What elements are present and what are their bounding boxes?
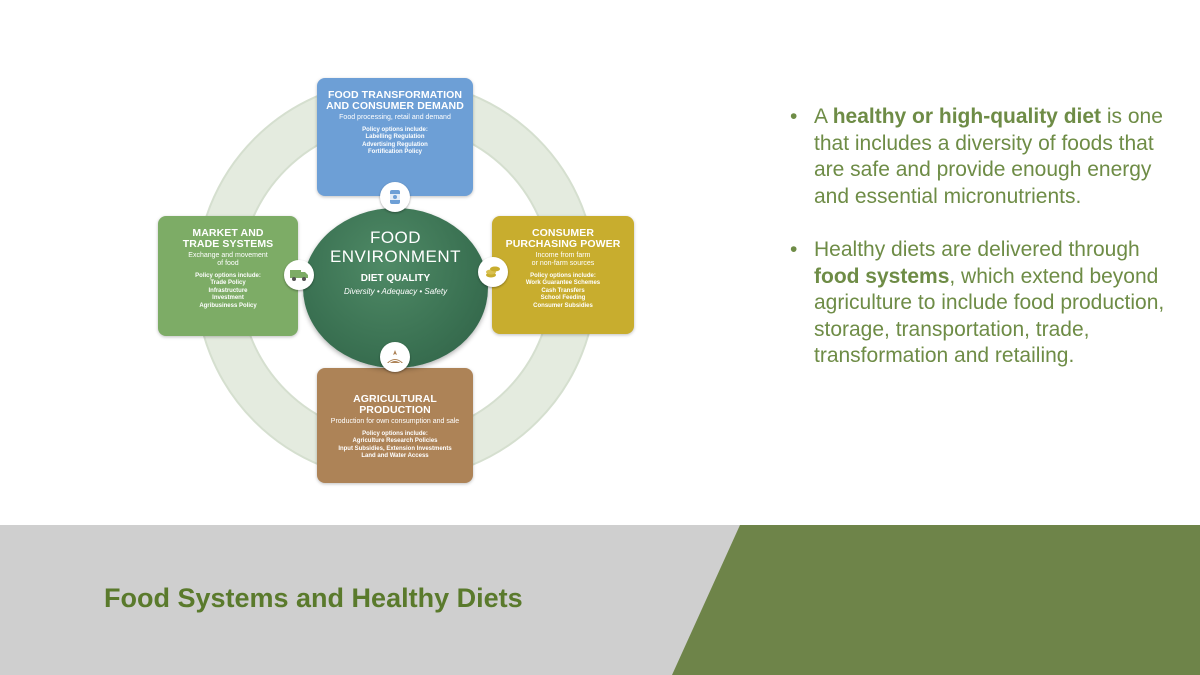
policy-item: Infrastructure [208,287,248,294]
bullet-dot-icon: • [790,105,798,128]
bullet-text: Healthy diets are delivered through [814,238,1140,261]
box-heading: FOOD TRANSFORMATION [327,89,463,101]
policy-item: Work Guarantee Schemes [525,280,601,286]
box-heading: PRODUCTION [359,404,431,416]
policy-label: Policy options include: [195,273,261,279]
farm-field-icon [380,342,410,372]
bullet-text: is one that includes a diversity of food… [814,105,1163,208]
coins-icon [478,257,508,287]
box-heading: CONSUMER [531,227,595,239]
policy-item: Fortification Policy [367,149,422,155]
box-heading: AGRICULTURAL [353,393,437,405]
policy-item: Trade Policy [210,280,246,286]
box-heading: PURCHASING POWER [505,238,621,250]
diet-quality-tagline: Diversity • Adequacy • Safety [343,287,448,296]
policy-item: Investment [212,295,244,301]
bullet-emphasis: food systems [814,264,950,288]
policy-item: Agriculture Research Policies [352,438,438,444]
food-systems-diagram: FOOD TRANSFORMATION AND CONSUMER DEMAND … [150,70,650,490]
policy-item: Advertising Regulation [362,141,428,148]
food-can-icon [380,182,410,212]
truck-icon [284,260,314,290]
bullet-text: A [814,105,833,128]
box-heading: AND CONSUMER DEMAND [326,100,464,112]
box-subtitle: Food processing, retail and demand [339,114,451,121]
box-heading: MARKET AND [192,227,264,239]
bullet-item: • Healthy diets are delivered through fo… [790,237,1170,370]
policy-item: Agribusiness Policy [199,302,257,309]
footer-green-band [672,525,1200,675]
center-title-line1: FOOD [369,228,422,247]
policy-item: Labelling Regulation [365,134,425,140]
policy-label: Policy options include: [362,431,428,437]
food-environment-ellipse: FOOD ENVIRONMENT DIET QUALITY Diversity … [303,208,488,368]
box-agricultural-production: AGRICULTURAL PRODUCTION Production for o… [317,368,473,483]
policy-item: Input Subsidies, Extension Investments [338,445,452,452]
box-subtitle: Exchange and movement [188,252,268,259]
box-food-transformation: FOOD TRANSFORMATION AND CONSUMER DEMAND … [317,78,473,196]
policy-item: Land and Water Access [361,453,429,459]
policy-item: Cash Transfers [541,287,585,294]
policy-item: Consumer Subsidies [533,302,593,309]
box-subtitle: Production for own consumption and sale [330,418,460,425]
diet-quality-label: DIET QUALITY [360,273,431,284]
box-subtitle: or non-farm sources [531,260,595,267]
box-heading: TRADE SYSTEMS [182,238,274,250]
bullet-text: , which extend beyond agriculture to inc… [814,264,1165,368]
policy-label: Policy options include: [362,127,428,133]
bullet-emphasis: healthy or high-quality diet [832,105,1102,128]
box-consumer-purchasing: CONSUMER PURCHASING POWER Income from fa… [492,216,634,334]
center-title-line2: ENVIRONMENT [329,247,462,266]
slide-title: Food Systems and Healthy Diets [104,583,523,613]
bullet-item: • A healthy or high-quality diet is one … [790,104,1170,210]
box-subtitle: Income from farm [535,252,591,259]
bullet-dot-icon: • [790,238,798,261]
box-subtitle: of food [217,260,239,267]
policy-item: School Feeding [540,295,586,301]
bullet-list: • A healthy or high-quality diet is one … [790,104,1170,397]
box-market-trade: MARKET AND TRADE SYSTEMS Exchange and mo… [158,216,298,336]
policy-label: Policy options include: [530,273,596,279]
